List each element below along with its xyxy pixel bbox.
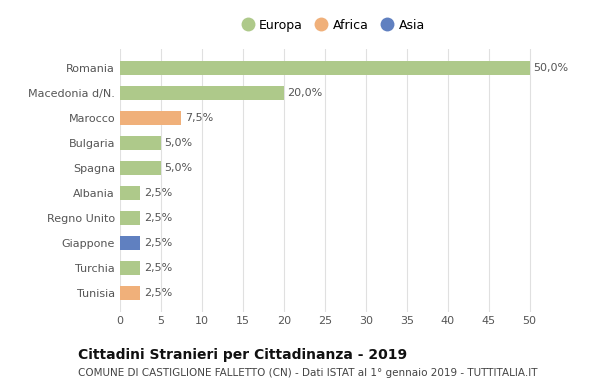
- Bar: [120, 286, 140, 300]
- Text: 5,0%: 5,0%: [164, 138, 193, 148]
- Bar: [120, 136, 161, 150]
- Legend: Europa, Africa, Asia: Europa, Africa, Asia: [236, 14, 430, 37]
- Bar: [120, 211, 140, 225]
- Text: 2,5%: 2,5%: [144, 188, 172, 198]
- Bar: [120, 236, 140, 250]
- Text: 7,5%: 7,5%: [185, 113, 213, 123]
- Text: 20,0%: 20,0%: [287, 88, 322, 98]
- Bar: [120, 61, 530, 75]
- Text: 2,5%: 2,5%: [144, 263, 172, 273]
- Text: 50,0%: 50,0%: [533, 63, 568, 73]
- Text: COMUNE DI CASTIGLIONE FALLETTO (CN) - Dati ISTAT al 1° gennaio 2019 - TUTTITALIA: COMUNE DI CASTIGLIONE FALLETTO (CN) - Da…: [78, 368, 538, 378]
- Text: 2,5%: 2,5%: [144, 213, 172, 223]
- Text: 2,5%: 2,5%: [144, 288, 172, 298]
- Bar: [120, 86, 284, 100]
- Bar: [120, 261, 140, 275]
- Bar: [120, 161, 161, 175]
- Bar: [120, 111, 181, 125]
- Text: 2,5%: 2,5%: [144, 238, 172, 248]
- Bar: [120, 186, 140, 200]
- Text: 5,0%: 5,0%: [164, 163, 193, 173]
- Text: Cittadini Stranieri per Cittadinanza - 2019: Cittadini Stranieri per Cittadinanza - 2…: [78, 348, 407, 362]
